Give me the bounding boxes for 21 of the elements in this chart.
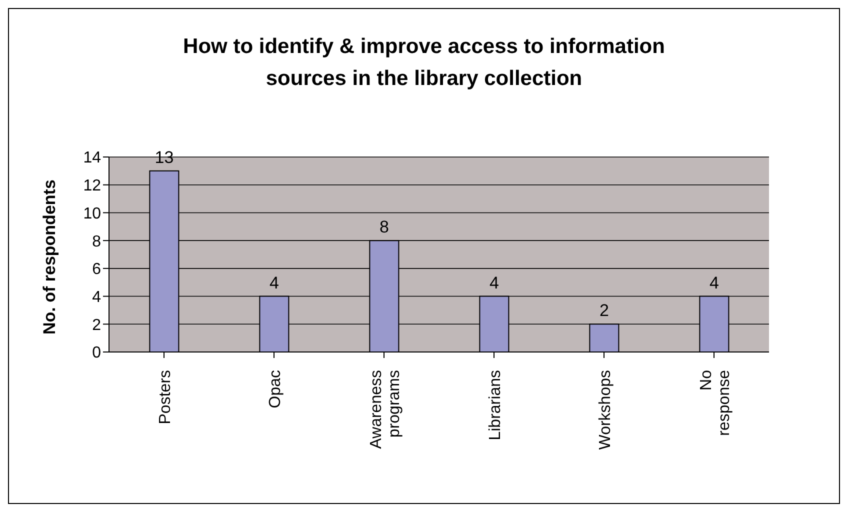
y-tick-label: 0	[92, 344, 102, 362]
x-tick-label: Posters	[157, 370, 174, 424]
y-tick-label: 14	[83, 150, 102, 167]
x-tick-label: Workshops	[597, 370, 614, 450]
y-tick-label: 12	[83, 178, 102, 195]
chart-title: How to identify & improve access to information sources in the library collection	[182, 34, 666, 90]
data-label: 4	[709, 273, 719, 292]
data-label: 4	[489, 273, 499, 292]
x-tick-label: Librarians	[487, 370, 504, 440]
y-tick-label: 4	[92, 288, 102, 306]
y-tick-label: 8	[92, 233, 102, 250]
x-tick-label: No response	[698, 370, 733, 436]
y-tick-label: 2	[92, 316, 102, 334]
y-tick-label: 10	[83, 205, 102, 222]
y-tick-label: 6	[92, 261, 102, 278]
x-tick-label: Awareness programs	[368, 370, 403, 449]
data-label: 8	[379, 218, 389, 237]
data-label: 4	[269, 273, 279, 292]
y-axis-title: No. of respondents	[40, 180, 60, 334]
data-label: 2	[599, 301, 609, 320]
x-tick-label: Opac	[267, 370, 284, 408]
